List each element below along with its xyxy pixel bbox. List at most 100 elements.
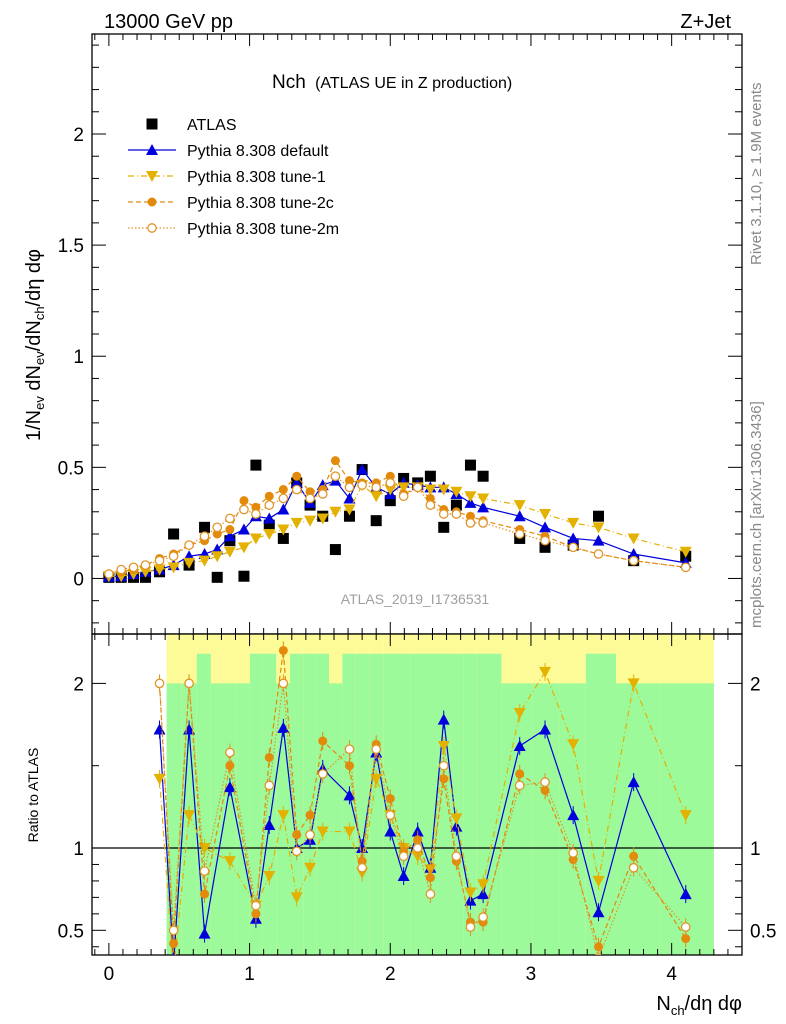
- data-point-tune1: [370, 491, 383, 503]
- ratio-point-tune2m: [385, 810, 396, 820]
- data-point-tune1: [249, 533, 262, 545]
- ratio-point-tune2m: [594, 953, 603, 955]
- x-tick-label: 3: [526, 964, 537, 985]
- data-point-tune1: [384, 484, 397, 496]
- band-bin-green: [316, 653, 330, 955]
- header-left: 13000 GeV pp: [104, 11, 233, 33]
- data-point-tune1: [679, 546, 692, 558]
- ratio-point-tune2m: [278, 678, 289, 689]
- ratio-point-tune1: [567, 739, 580, 751]
- ratio-point-tune2c: [292, 830, 302, 840]
- ratio-point-tune2m: [154, 678, 165, 689]
- data-point-tune2m: [184, 540, 194, 550]
- ratio-point-tune2m: [514, 780, 525, 791]
- ratio-point-tune2m: [412, 843, 423, 853]
- ratio-point-default: [168, 957, 180, 968]
- legend-entry-tune2c: Pythia 8.308 tune-2c: [128, 195, 334, 212]
- data-point-tune2c: [344, 476, 354, 486]
- data-point-tune1: [424, 484, 437, 496]
- data-point-tune1: [513, 500, 526, 512]
- data-point-atlas: [384, 495, 396, 507]
- band-bin-green: [236, 683, 250, 955]
- ratio-line-tune1: [158, 670, 687, 955]
- data-point-tune2m: [330, 471, 341, 482]
- data-point-tune2m: [199, 531, 210, 542]
- ratio-point-default: [198, 927, 211, 939]
- ratio-point-tune2m: [465, 922, 476, 932]
- ratio-point-tune1: [679, 810, 692, 822]
- data-point-tune1: [316, 513, 329, 525]
- main-panel: 0 0.5 1 1.5 2 ATLAS Pythia 8.308 default Pythia…: [58, 33, 743, 635]
- ratio-point-tune2c: [264, 752, 274, 762]
- ratio-point-tune2m: [317, 769, 328, 779]
- data-point-tune2c: [305, 487, 315, 497]
- data-point-default: [343, 492, 356, 504]
- series-atlas: [103, 459, 692, 583]
- ratio-point-default: [397, 869, 410, 881]
- ratio-point-tune2m: [199, 866, 210, 876]
- data-point-tune2m: [128, 562, 139, 573]
- ratio-point-default: [592, 906, 605, 918]
- legend-marker-tune2m: [147, 223, 157, 233]
- band-bin-green: [329, 683, 343, 955]
- data-point-tune1: [139, 566, 152, 578]
- plot-title-main: Nch: [272, 72, 306, 93]
- ratio-point-tune2m: [478, 912, 488, 922]
- ratio-point-tune1: [223, 856, 236, 868]
- x-tick-label: 4: [666, 964, 677, 985]
- data-point-default: [567, 532, 580, 544]
- ratio-point-tune1: [168, 966, 180, 977]
- ratio-y-axis-label: Ratio to ATLAS: [25, 748, 41, 843]
- legend-marker-atlas: [146, 118, 158, 130]
- data-point-tune2m: [514, 529, 525, 539]
- data-point-tune1: [198, 555, 211, 567]
- ratio-point-tune1: [513, 708, 526, 720]
- ratio-point-tune2c: [169, 938, 179, 948]
- ratio-point-default: [477, 888, 490, 900]
- band-bin-green: [396, 653, 411, 955]
- ratio-point-tune2m: [251, 900, 261, 911]
- ratio-point-default: [223, 781, 236, 793]
- data-point-atlas: [539, 541, 551, 553]
- band-bin-green: [501, 683, 533, 955]
- data-point-atlas: [277, 532, 289, 544]
- data-point-atlas: [199, 521, 211, 533]
- ratio-point-tune2m: [264, 780, 275, 791]
- ratio-series-tune2m: [154, 674, 691, 955]
- data-point-tune2m: [212, 522, 223, 533]
- data-point-default: [477, 501, 490, 513]
- data-point-tune2c: [465, 511, 475, 521]
- data-point-atlas: [329, 544, 341, 556]
- data-point-tune1: [277, 524, 290, 536]
- ratio-point-tune2c: [425, 873, 435, 883]
- ratio-uncertainty-band: [166, 634, 714, 955]
- data-point-tune2c: [264, 491, 274, 501]
- ratio-point-default: [263, 818, 276, 830]
- data-point-atlas: [438, 521, 450, 533]
- data-point-default: [277, 503, 290, 515]
- data-point-tune1: [167, 562, 180, 574]
- y-tick-label: 1: [73, 839, 84, 860]
- band-bin-green: [659, 683, 714, 955]
- data-point-tune1: [223, 546, 236, 558]
- ratio-point-tune2m: [425, 889, 436, 899]
- data-point-tune1: [263, 529, 276, 540]
- ratio-point-tune1: [277, 810, 290, 822]
- y-tick-label-right: 1: [750, 839, 761, 860]
- data-point-tune1: [567, 517, 580, 529]
- ratio-point-tune1: [263, 870, 276, 882]
- data-point-tune2m: [317, 489, 328, 499]
- ratio-point-tune2c: [318, 736, 328, 746]
- band-bin-green: [437, 653, 451, 955]
- ratio-point-tune1: [437, 740, 450, 752]
- ratio-point-tune1: [183, 810, 196, 822]
- data-point-tune2m: [628, 555, 639, 566]
- legend-entry-tune2m: Pythia 8.308 tune-2m: [128, 221, 339, 238]
- data-point-default: [513, 510, 526, 522]
- legend-label-tune2m: Pythia 8.308 tune-2m: [187, 221, 339, 238]
- data-point-default: [627, 548, 640, 559]
- data-point-tune2c: [292, 471, 302, 481]
- ratio-point-tune1: [539, 666, 552, 678]
- data-point-default: [539, 521, 552, 533]
